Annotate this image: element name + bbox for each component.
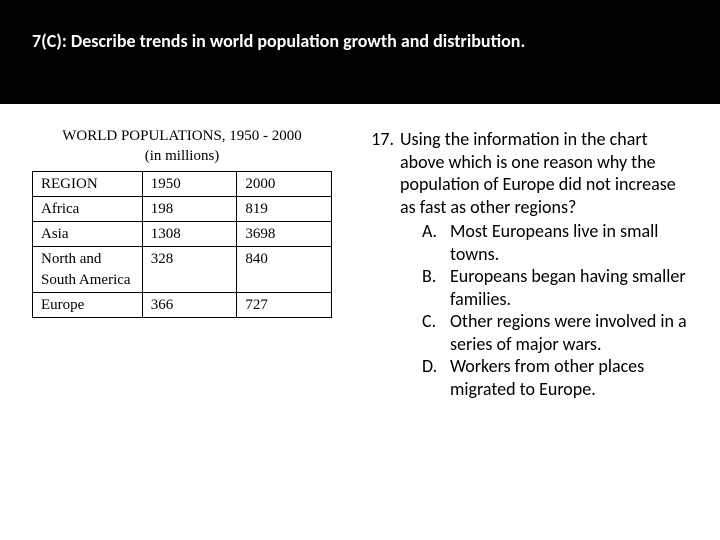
- question-number: 17.: [360, 128, 394, 400]
- option-d: D. Workers from other places migrated to…: [422, 355, 692, 400]
- table-title-line1: WORLD POPULATIONS, 1950 - 2000: [62, 128, 302, 144]
- option-letter: A.: [422, 220, 442, 265]
- cell-2000: 727: [237, 292, 332, 317]
- cell-region: Asia: [33, 222, 143, 247]
- cell-1950: 366: [142, 292, 237, 317]
- option-text: Europeans began having smaller families.: [450, 265, 692, 310]
- table-header-row: REGION 1950 2000: [33, 171, 332, 196]
- option-text: Workers from other places migrated to Eu…: [450, 355, 692, 400]
- cell-2000: 840: [237, 247, 332, 293]
- col-region-header: REGION: [33, 171, 143, 196]
- table-title-line2: (in millions): [145, 148, 220, 164]
- cell-1950: 328: [142, 247, 237, 293]
- option-c: C. Other regions were involved in a seri…: [422, 310, 692, 355]
- question-body: Using the information in the chart above…: [400, 128, 692, 400]
- cell-2000: 819: [237, 196, 332, 221]
- table-row: Asia 1308 3698: [33, 222, 332, 247]
- table-row: North and South America 328 840: [33, 247, 332, 293]
- table-title: WORLD POPULATIONS, 1950 - 2000 (in milli…: [32, 126, 332, 167]
- option-text: Most Europeans live in small towns.: [450, 220, 692, 265]
- option-text: Other regions were involved in a series …: [450, 310, 692, 355]
- content-area: WORLD POPULATIONS, 1950 - 2000 (in milli…: [0, 104, 720, 400]
- table-panel: WORLD POPULATIONS, 1950 - 2000 (in milli…: [32, 126, 332, 400]
- question-panel: 17. Using the information in the chart a…: [360, 126, 692, 400]
- question-row: 17. Using the information in the chart a…: [360, 128, 692, 400]
- cell-1950: 1308: [142, 222, 237, 247]
- option-letter: D.: [422, 355, 442, 400]
- option-b: B. Europeans began having smaller famili…: [422, 265, 692, 310]
- table-row: Africa 198 819: [33, 196, 332, 221]
- col-2000-header: 2000: [237, 171, 332, 196]
- cell-region: North and South America: [33, 247, 143, 293]
- cell-region: Europe: [33, 292, 143, 317]
- header-text: 7(C): Describe trends in world populatio…: [32, 30, 700, 52]
- col-1950-header: 1950: [142, 171, 237, 196]
- population-table: REGION 1950 2000 Africa 198 819 Asia 130…: [32, 171, 332, 319]
- cell-region: Africa: [33, 196, 143, 221]
- option-a: A. Most Europeans live in small towns.: [422, 220, 692, 265]
- question-stem: Using the information in the chart above…: [400, 128, 676, 218]
- option-letter: B.: [422, 265, 442, 310]
- table-row: Europe 366 727: [33, 292, 332, 317]
- option-letter: C.: [422, 310, 442, 355]
- cell-1950: 198: [142, 196, 237, 221]
- header-bar: 7(C): Describe trends in world populatio…: [0, 0, 720, 104]
- options-list: A. Most Europeans live in small towns. B…: [400, 220, 692, 400]
- cell-2000: 3698: [237, 222, 332, 247]
